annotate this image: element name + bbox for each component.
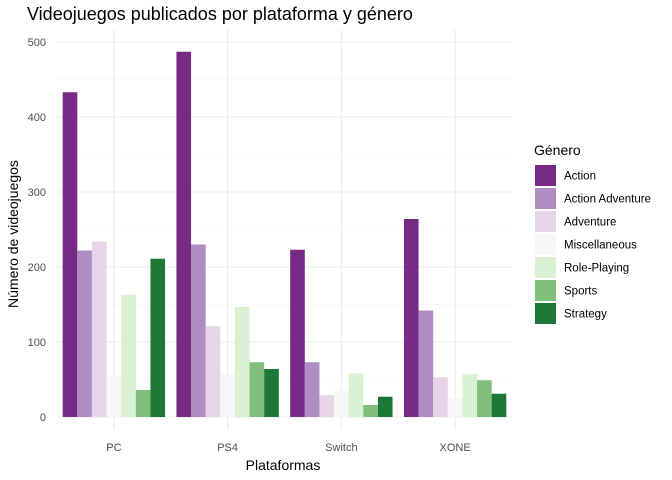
x-tick-label: XONE xyxy=(440,442,471,454)
bar xyxy=(433,377,448,417)
bar xyxy=(290,249,305,417)
legend: Género Action Action Adventure Adventure Mi… xyxy=(534,142,651,324)
bar xyxy=(234,306,250,417)
legend-key xyxy=(535,165,556,186)
bar xyxy=(62,92,78,417)
bar xyxy=(418,310,434,417)
bar xyxy=(249,362,265,417)
bar xyxy=(191,244,206,417)
legend-label: Role-Playing xyxy=(564,263,629,275)
x-tick-label: PS4 xyxy=(217,442,238,454)
bar xyxy=(462,374,478,417)
chart-title: Videojuegos publicados por plataforma y … xyxy=(27,4,413,24)
bar xyxy=(264,369,279,417)
legend-label: Sports xyxy=(564,286,597,298)
y-axis-ticks: 0 100 200 300 400 500 xyxy=(28,37,46,424)
x-axis-ticks: PC PS4 Switch XONE xyxy=(106,442,470,454)
bar xyxy=(176,51,192,417)
legend-key xyxy=(535,303,556,324)
bar xyxy=(477,380,492,417)
bar xyxy=(106,375,122,417)
legend-label: Miscellaneous xyxy=(564,240,637,252)
bar xyxy=(205,326,221,417)
bar xyxy=(91,241,107,417)
y-axis-title: Número de videojuegos xyxy=(5,160,21,308)
legend-label: Adventure xyxy=(564,217,616,229)
legend-title: Género xyxy=(534,142,581,158)
bar xyxy=(491,393,507,417)
legend-key xyxy=(535,280,556,301)
y-tick-label: 400 xyxy=(28,112,46,124)
bar xyxy=(447,398,463,417)
bar xyxy=(135,390,151,417)
legend-label: Action Adventure xyxy=(564,194,651,206)
x-tick-label: Switch xyxy=(325,442,357,454)
bar xyxy=(319,395,335,417)
bar xyxy=(363,405,378,417)
y-tick-label: 500 xyxy=(28,37,46,49)
x-tick-label: PC xyxy=(106,442,121,454)
y-tick-label: 100 xyxy=(28,337,46,349)
bar xyxy=(304,362,320,417)
bar xyxy=(334,390,349,417)
bars xyxy=(62,51,507,417)
bar xyxy=(403,219,419,417)
y-tick-label: 300 xyxy=(28,187,46,199)
bar xyxy=(77,250,92,417)
legend-key xyxy=(535,234,556,255)
bar xyxy=(121,294,136,417)
y-tick-label: 0 xyxy=(40,412,46,424)
legend-key xyxy=(535,257,556,278)
legend-label: Action xyxy=(564,171,596,183)
y-tick-label: 200 xyxy=(28,262,46,274)
legend-key xyxy=(535,211,556,232)
legend-label: Strategy xyxy=(564,309,607,321)
legend-key xyxy=(535,188,556,209)
bar xyxy=(348,373,364,417)
bar xyxy=(377,396,393,417)
x-axis-title: Plataformas xyxy=(246,457,321,473)
bar xyxy=(220,374,235,417)
bar xyxy=(150,258,166,417)
